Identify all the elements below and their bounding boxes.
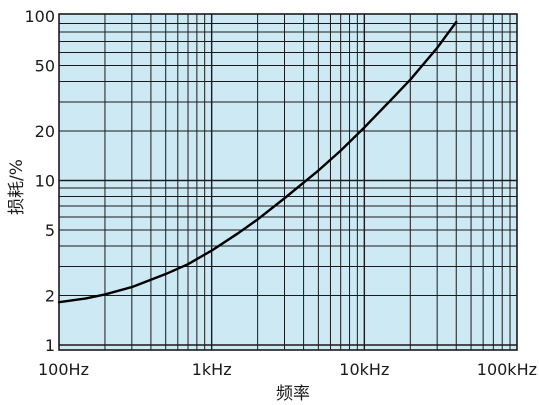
x-tick-label: 10kHz [339, 360, 389, 379]
x-axis-title: 频率 [276, 384, 310, 404]
y-axis-title: 损耗/% [7, 159, 27, 215]
loss-curve [57, 20, 458, 304]
y-tick-label: 20 [35, 122, 55, 141]
y-tick-label: 5 [45, 221, 55, 240]
y-tick-labels: 1 2 5 10 20 50 100 [24, 7, 55, 355]
plot-area [58, 13, 518, 351]
y-tick-label: 2 [45, 286, 55, 305]
y-tick-label: 50 [35, 57, 55, 76]
y-tick-label: 1 [45, 336, 55, 355]
x-tick-label: 100Hz [38, 360, 89, 379]
x-tick-labels: 100Hz 1kHz 10kHz 100kHz [38, 360, 537, 379]
y-tick-label: 10 [35, 172, 55, 191]
grid-lines [59, 14, 517, 350]
x-tick-label: 100kHz [477, 360, 537, 379]
x-tick-label: 1kHz [192, 360, 232, 379]
y-tick-label: 100 [24, 7, 55, 26]
